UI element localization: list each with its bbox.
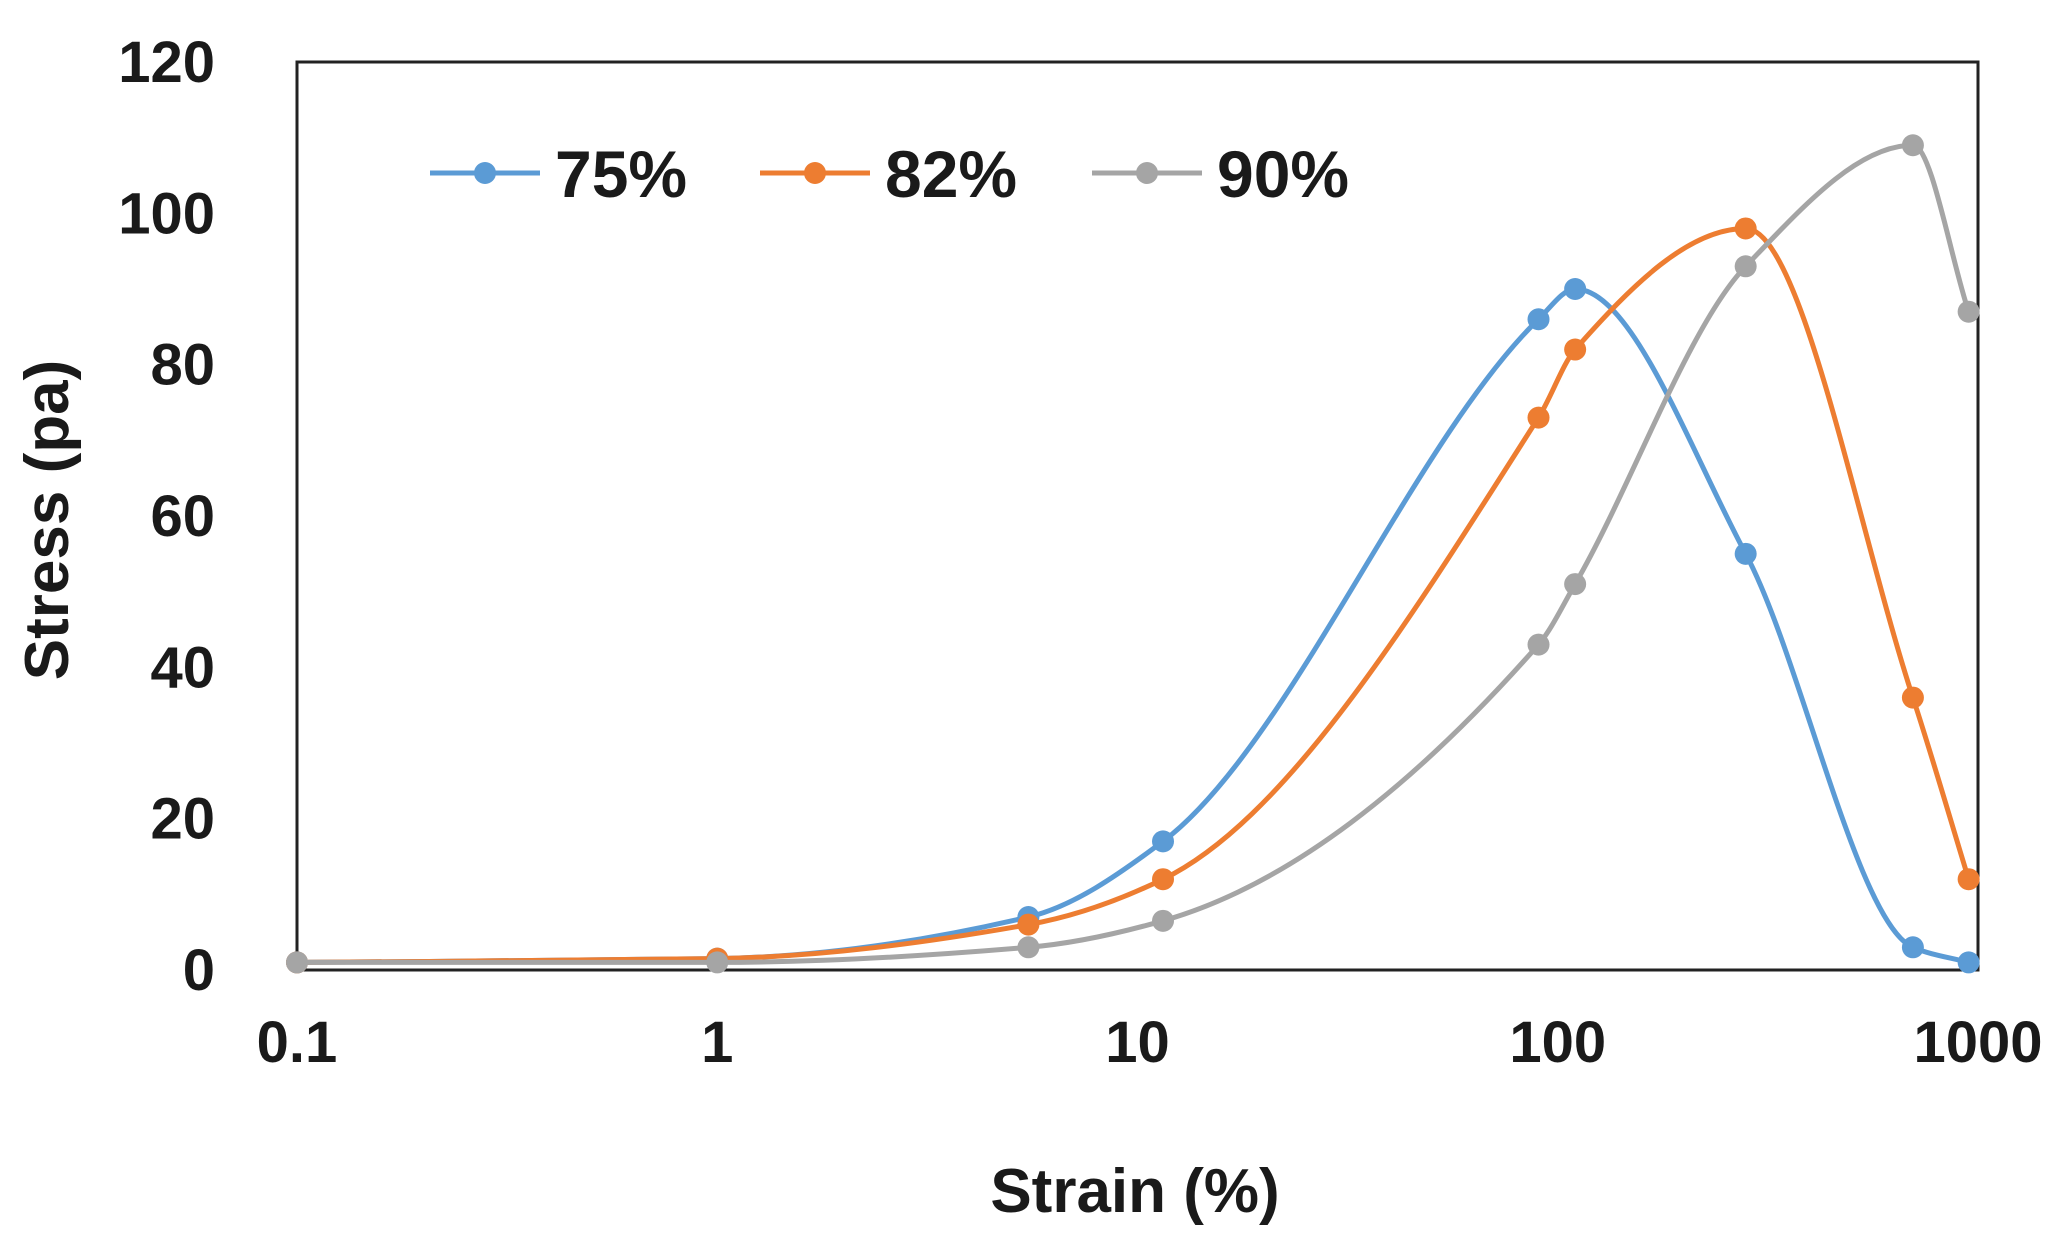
data-point-90pct — [1564, 573, 1587, 596]
data-point-75pct — [1957, 951, 1980, 974]
data-point-90pct — [1152, 909, 1175, 932]
x-tick-label: 1 — [701, 1010, 733, 1075]
y-tick-label: 20 — [150, 787, 215, 852]
data-point-82pct — [1957, 868, 1980, 891]
legend-swatch-marker — [1136, 162, 1158, 184]
data-point-82pct — [1527, 406, 1550, 429]
data-point-82pct — [1152, 868, 1175, 891]
data-point-90pct — [1734, 255, 1757, 278]
data-point-90pct — [706, 951, 729, 974]
data-point-75pct — [1527, 308, 1550, 331]
data-point-75pct — [1734, 542, 1757, 565]
legend-label: 90% — [1217, 137, 1349, 211]
x-tick-label: 0.1 — [257, 1010, 338, 1075]
data-point-82pct — [1901, 686, 1924, 709]
data-point-75pct — [1901, 936, 1924, 959]
axes-layer: 0 20 40 60 80 100 120 0.1 1 10 100 1000 — [118, 30, 2042, 1075]
data-point-90pct — [1527, 633, 1550, 656]
x-axis-title: Strain (%) — [990, 1157, 1279, 1226]
series-line-82pct — [294, 226, 1972, 965]
data-point-82pct — [1017, 913, 1040, 936]
data-point-75pct — [1152, 830, 1175, 853]
legend: 75% 82% 90% — [430, 137, 1349, 211]
plot-area — [295, 60, 1980, 972]
plot-frame — [295, 60, 1980, 972]
x-tick-label: 1000 — [1913, 1010, 2042, 1075]
data-point-90pct — [1957, 300, 1980, 323]
data-point-82pct — [1564, 338, 1587, 361]
x-tick-label: 100 — [1509, 1010, 1606, 1075]
y-axis-title: Stress (pa) — [13, 360, 82, 680]
y-tick-label: 40 — [150, 635, 215, 700]
data-point-90pct — [1901, 134, 1924, 157]
data-point-75pct — [1564, 278, 1587, 300]
data-point-82pct — [1734, 217, 1757, 240]
legend-label: 75% — [555, 137, 687, 211]
y-tick-label: 80 — [150, 333, 215, 398]
y-tick-label: 60 — [150, 484, 215, 549]
series-layer — [286, 134, 1980, 974]
y-tick-label: 120 — [118, 30, 215, 95]
legend-label: 82% — [885, 137, 1017, 211]
legend-swatch-marker — [804, 162, 826, 184]
legend-swatch-marker — [474, 162, 496, 184]
x-tick-label: 10 — [1105, 1010, 1170, 1075]
y-tick-label: 100 — [118, 181, 215, 246]
data-point-90pct — [1017, 936, 1040, 959]
data-point-90pct — [286, 951, 308, 974]
y-tick-label: 0 — [183, 938, 215, 1003]
